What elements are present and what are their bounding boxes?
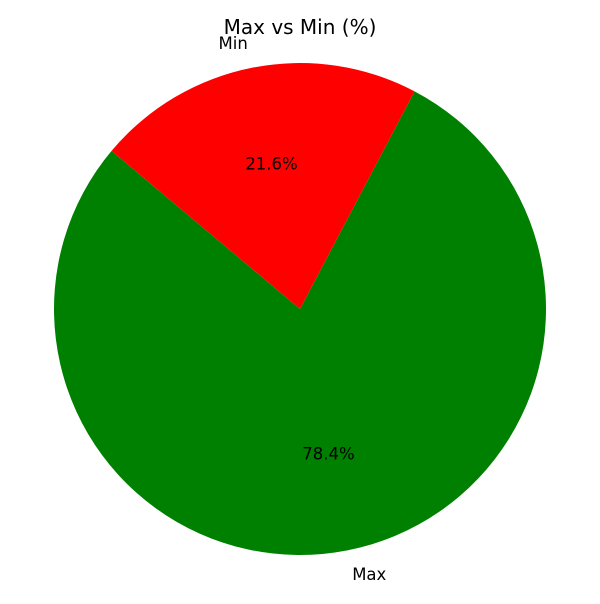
- pie-labels: 78.4% Max 21.6% Min: [219, 34, 387, 584]
- slice-label-max: Max: [352, 565, 386, 584]
- pct-label-min: 21.6%: [245, 155, 297, 174]
- pie-slice-max: [54, 91, 547, 555]
- pie-slices: [54, 63, 547, 555]
- pct-label-max: 78.4%: [302, 444, 354, 463]
- chart-title: Max vs Min (%): [224, 15, 377, 39]
- slice-label-min: Min: [219, 34, 248, 53]
- pie-slice-min: [111, 63, 415, 310]
